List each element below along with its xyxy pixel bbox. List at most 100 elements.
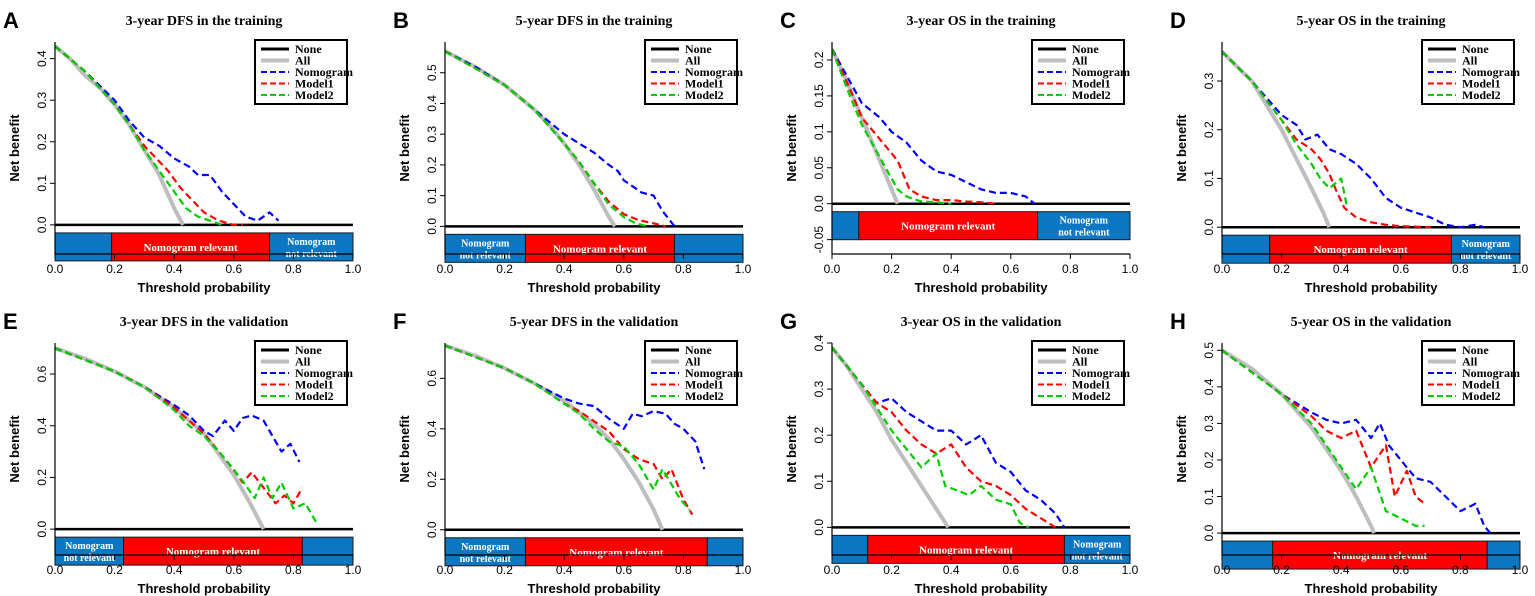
legend-label-none: None: [295, 42, 322, 56]
legend-label-none: None: [685, 42, 712, 56]
series-model2-line: [1222, 349, 1425, 527]
panel-title: 5-year DFS in the validation: [510, 315, 679, 330]
legend-label-model1: Model1: [1462, 77, 1501, 91]
panel-letter: H: [1170, 309, 1186, 334]
band-not-relevant: [1063, 534, 1131, 564]
band-label-line: Nomogram relevant: [901, 221, 996, 233]
band-label: Nomogram relevant: [1313, 244, 1408, 256]
band-label: Nomogram not relevant: [460, 238, 512, 261]
y-tick-label: 0.4: [1202, 378, 1216, 395]
x-tick-label: 1.0: [1512, 563, 1529, 577]
band-label: Nomogram not relevant: [1072, 539, 1124, 562]
band-label-line: not relevant: [1072, 551, 1124, 562]
legend-label-model1: Model1: [295, 378, 334, 392]
band-relevant: [524, 233, 675, 263]
panel-title: 3-year OS in the training: [906, 14, 1055, 29]
series-nomogram-line: [1222, 50, 1485, 229]
band-label: Nomogram not relevant: [64, 541, 116, 564]
x-tick-label: 0.6: [225, 262, 242, 276]
panel-title: 3-year DFS in the training: [126, 14, 283, 29]
band-label-line: Nomogram relevant: [553, 243, 648, 255]
band-relevant: [111, 232, 271, 262]
band-not-relevant: [269, 232, 354, 262]
band-not-relevant: [54, 232, 113, 262]
legend-label-model2: Model2: [1072, 88, 1111, 102]
x-tick-label: 0.4: [166, 563, 183, 577]
band-not-relevant: [1221, 234, 1271, 264]
x-tick-label: 0.8: [1452, 563, 1469, 577]
y-tick-label: 0.1: [1202, 170, 1216, 187]
series-model1-line: [445, 50, 666, 228]
y-tick-label: 0.3: [35, 92, 49, 109]
series-nomogram-line: [55, 45, 280, 222]
y-tick-label: 0.0: [1202, 524, 1216, 541]
legend-label-model1: Model1: [685, 378, 724, 392]
y-tick-label: 0.1: [812, 473, 826, 490]
y-axis-label: Net benefit: [1174, 415, 1189, 483]
band-label-line: not relevant: [64, 553, 116, 564]
legend-label-model2: Model2: [295, 88, 334, 102]
legend-label-model1: Model1: [1072, 77, 1111, 91]
legend-label-all: All: [1462, 54, 1478, 68]
x-tick-label: 0.0: [47, 262, 64, 276]
y-tick-label: 0.4: [425, 95, 439, 112]
y-tick-label: 0.0: [425, 218, 439, 235]
y-tick-label: 0.15: [812, 84, 826, 108]
band-label: Nomogram relevant: [919, 544, 1014, 556]
series-all-line: [832, 346, 950, 529]
legend-label-model1: Model1: [685, 77, 724, 91]
band-label-line: Nomogram: [65, 541, 114, 552]
x-tick-label: 0.2: [883, 262, 900, 276]
series-all-line: [445, 49, 617, 228]
y-tick-label: 0.4: [35, 50, 49, 67]
panel-letter: D: [1170, 8, 1186, 33]
legend-label-model1: Model1: [1072, 378, 1111, 392]
series-nomogram-line: [445, 50, 676, 227]
series-model1-line: [1222, 50, 1431, 229]
x-tick-label: 0.6: [1002, 563, 1019, 577]
y-tick-label: 0.1: [812, 123, 826, 140]
y-axis-label: Net benefit: [7, 415, 22, 483]
x-axis-label: Threshold probability: [915, 581, 1049, 596]
y-tick-label: 0.2: [35, 469, 49, 486]
y-tick-label: 0.0: [425, 521, 439, 538]
x-tick-label: 0.8: [675, 262, 692, 276]
series-all-line: [55, 44, 185, 226]
series-model2-line: [445, 344, 691, 511]
legend-label-all: All: [295, 355, 311, 369]
x-axis-label: Threshold probability: [1305, 581, 1439, 596]
y-tick-label: 0.6: [35, 365, 49, 382]
band-label-line: Nomogram: [287, 237, 336, 248]
legend-label-nomogram: Nomogram: [1072, 65, 1130, 79]
x-tick-label: 0.2: [496, 262, 513, 276]
y-tick-label: 0.1: [1202, 488, 1216, 505]
band-label: Nomogram relevant: [569, 547, 664, 559]
legend-label-all: All: [1072, 355, 1088, 369]
x-tick-label: 1.0: [345, 563, 362, 577]
x-tick-label: 0.2: [1273, 262, 1290, 276]
series-all-line: [55, 346, 266, 531]
x-tick-label: 0.0: [824, 262, 841, 276]
band-label-line: Nomogram: [1073, 539, 1122, 550]
panel-letter: F: [393, 309, 406, 334]
legend-label-nomogram: Nomogram: [685, 366, 743, 380]
legend-box: [1421, 340, 1515, 406]
band-relevant: [858, 211, 1039, 241]
y-tick-label: 0.4: [35, 417, 49, 434]
y-tick-label: 0.5: [425, 64, 439, 81]
series-nomogram-line: [832, 346, 1066, 528]
series-model2-line: [55, 347, 319, 525]
x-tick-label: 0.6: [1002, 262, 1019, 276]
legend-label-model2: Model2: [1462, 88, 1501, 102]
series-model1-line: [832, 346, 1057, 529]
series-all-line: [1222, 50, 1332, 228]
y-tick-label: 0.2: [812, 427, 826, 444]
y-tick-label: 0.2: [1202, 451, 1216, 468]
x-tick-label: 0.2: [883, 563, 900, 577]
legend-label-none: None: [1072, 343, 1099, 357]
x-tick-label: 0.0: [437, 262, 454, 276]
legend-label-nomogram: Nomogram: [1462, 65, 1520, 79]
x-tick-label: 0.8: [285, 262, 302, 276]
series-model1-line: [832, 48, 997, 205]
y-axis-label: Net benefit: [1174, 114, 1189, 182]
